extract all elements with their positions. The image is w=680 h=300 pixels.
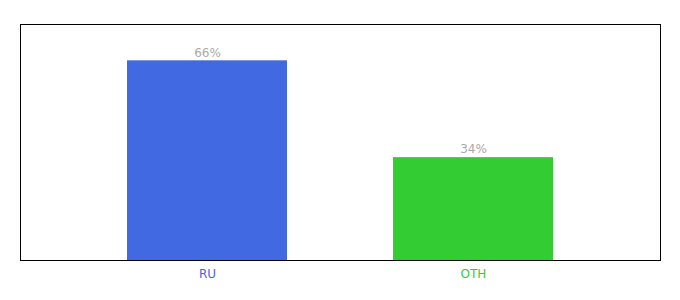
- svg-text:RU: RU: [199, 267, 216, 281]
- svg-text:66%: 66%: [194, 46, 221, 60]
- svg-text:OTH: OTH: [461, 267, 487, 281]
- svg-text:34%: 34%: [460, 142, 487, 156]
